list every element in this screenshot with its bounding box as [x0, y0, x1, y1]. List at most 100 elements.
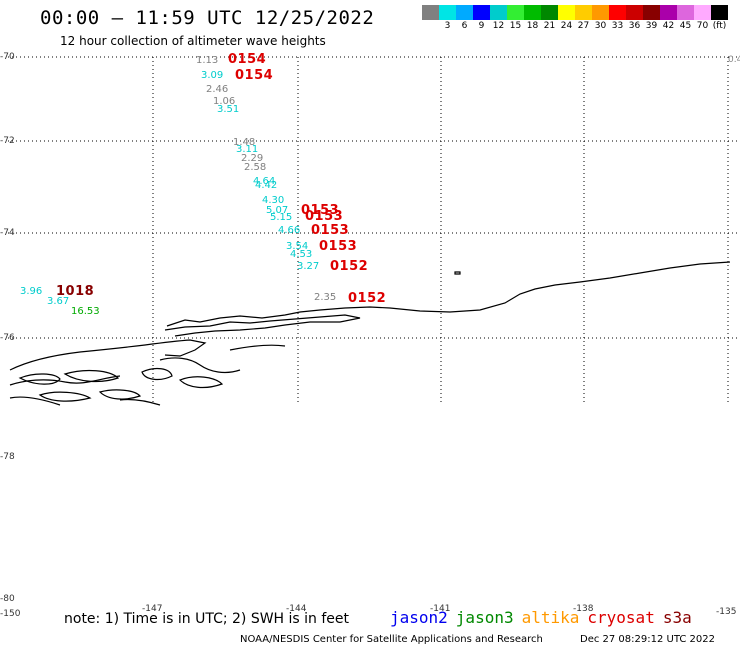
page-title: 00:00 – 11:59 UTC 12/25/2022: [40, 7, 375, 29]
pass-time-label: 0154: [235, 68, 274, 83]
legend-label: 15: [509, 21, 522, 31]
coast-segment-2: [9, 375, 121, 386]
lat-label: -76: [0, 333, 15, 343]
lat-label: -74: [0, 228, 15, 238]
pass-time-label: 0153: [305, 209, 344, 224]
legend-label: 9: [478, 21, 485, 31]
legend-label: 18: [526, 21, 539, 31]
lat-label: -70: [0, 52, 15, 62]
wave-height-value: 2.58: [244, 162, 267, 173]
wave-height-value: 16.53: [71, 306, 100, 317]
wave-height-value: 1.06: [213, 96, 236, 107]
color-legend-labels: 3 6 9 12 15 18 21 24 27 30 33 36 39 42 45 70 (ft): [422, 21, 740, 33]
wave-height-value: 4.42: [255, 180, 278, 191]
wave-height-value: 4.53: [290, 249, 313, 260]
coast-segment-5: [159, 357, 241, 374]
legend-label: 21: [543, 21, 556, 31]
pass-time-label: 0153: [311, 223, 350, 238]
wave-height-value: 3.27: [297, 261, 320, 272]
legend-label: 70: [696, 21, 709, 31]
ice-shelf-coast-lower: [164, 314, 361, 337]
wave-height-value: 1.48: [233, 137, 256, 148]
island-4: [178, 376, 224, 389]
pass-time-label: 0152: [348, 291, 387, 306]
credit-text: NOAA/NESDIS Center for Satellite Applica…: [240, 634, 543, 645]
legend-swatch: [558, 5, 575, 20]
island-2: [63, 369, 120, 383]
wave-height-value: 2.29: [241, 153, 264, 164]
legend-swatch: [694, 5, 711, 20]
wave-height-value: 5.07: [266, 205, 289, 216]
legend-label: 30: [594, 21, 607, 31]
legend-swatch: [490, 5, 507, 20]
satellite-name-s3a: s3a: [662, 608, 692, 627]
pass-time-label: 0152: [330, 259, 369, 274]
legend-label: 36: [628, 21, 641, 31]
satellite-name-cryosat: cryosat: [587, 608, 655, 627]
lat-label: -78: [0, 452, 15, 462]
corner-label: 0.4: [728, 55, 740, 65]
coast-segment-4: [229, 344, 286, 351]
coast-segment-1: [9, 339, 207, 371]
legend-label: (ft): [712, 21, 727, 31]
legend-swatch: [626, 5, 643, 20]
lon-label: -138: [573, 604, 594, 614]
color-legend: [422, 5, 728, 20]
graticule: [8, 56, 740, 405]
legend-swatch: [422, 5, 439, 20]
page-subtitle: 12 hour collection of altimeter wave hei…: [60, 34, 326, 48]
legend-swatch: [473, 5, 490, 20]
wave-height-value: 3.96: [20, 286, 43, 297]
island-3: [141, 367, 173, 381]
lon-label: -141: [430, 604, 451, 614]
legend-label: 3: [444, 21, 451, 31]
legend-swatch: [575, 5, 592, 20]
legend-label: 27: [577, 21, 590, 31]
legend-swatch: [643, 5, 660, 20]
legend-swatch: [677, 5, 694, 20]
wave-height-value: 3.11: [236, 144, 259, 155]
satellite-name-altika: altika: [521, 608, 580, 627]
satellite-legend: jason2 jason3 altika cryosat s3a: [390, 608, 700, 627]
legend-swatch: [711, 5, 728, 20]
legend-label: 24: [560, 21, 573, 31]
wave-height-value: 3.54: [286, 241, 309, 252]
coastline: [9, 261, 731, 406]
pass-time-label: 1018: [56, 284, 95, 299]
legend-swatch: [456, 5, 473, 20]
satellite-name-jason2: jason2: [390, 608, 448, 627]
legend-label: 33: [611, 21, 624, 31]
lon-label: -144: [286, 604, 307, 614]
pass-time-label: 0154: [228, 52, 267, 67]
lon-label: -150: [0, 609, 21, 619]
lon-label: -147: [142, 604, 163, 614]
island-1: [18, 373, 61, 385]
coast-segment-6: [119, 398, 161, 406]
wave-height-value: 4.30: [262, 195, 285, 206]
island-5: [38, 391, 92, 402]
legend-swatch: [541, 5, 558, 20]
timestamp-text: Dec 27 08:29:12 UTC 2022: [580, 634, 715, 645]
pass-time-label: 0153: [301, 203, 340, 218]
wave-height-value: 4.66: [278, 225, 301, 236]
legend-label: 39: [645, 21, 658, 31]
legend-label: 6: [461, 21, 468, 31]
legend-label: 45: [679, 21, 692, 31]
wave-height-value: 3.09: [201, 70, 224, 81]
legend-swatch: [609, 5, 626, 20]
legend-swatch: [507, 5, 524, 20]
wave-height-value: 3.67: [47, 296, 70, 307]
footer-note: note: 1) Time is in UTC; 2) SWH is in fe…: [64, 611, 350, 627]
lon-label: -135: [716, 607, 737, 617]
legend-swatch: [660, 5, 677, 20]
island-6: [98, 389, 142, 400]
lat-label: -80: [0, 594, 15, 604]
wave-height-value: 2.35: [314, 292, 337, 303]
satellite-name-jason3: jason3: [455, 608, 514, 627]
legend-swatch: [524, 5, 541, 20]
wave-height-value: 5.15: [270, 212, 293, 223]
coast-segment-3: [9, 396, 61, 406]
pass-time-label: 0153: [319, 239, 358, 254]
